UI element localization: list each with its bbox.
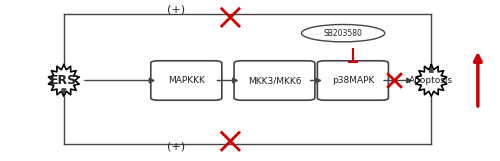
Text: SB203580: SB203580 xyxy=(324,29,362,38)
Text: ERS: ERS xyxy=(50,74,78,87)
Text: Apoptosis: Apoptosis xyxy=(409,76,454,85)
Text: (+): (+) xyxy=(168,142,186,152)
FancyBboxPatch shape xyxy=(234,61,315,100)
Text: MKK3/MKK6: MKK3/MKK6 xyxy=(248,76,301,85)
Text: MAPKKK: MAPKKK xyxy=(168,76,204,85)
FancyBboxPatch shape xyxy=(318,61,388,100)
Text: (+): (+) xyxy=(168,5,186,14)
FancyBboxPatch shape xyxy=(151,61,222,100)
Ellipse shape xyxy=(302,24,385,42)
Text: p38MAPK: p38MAPK xyxy=(332,76,374,85)
